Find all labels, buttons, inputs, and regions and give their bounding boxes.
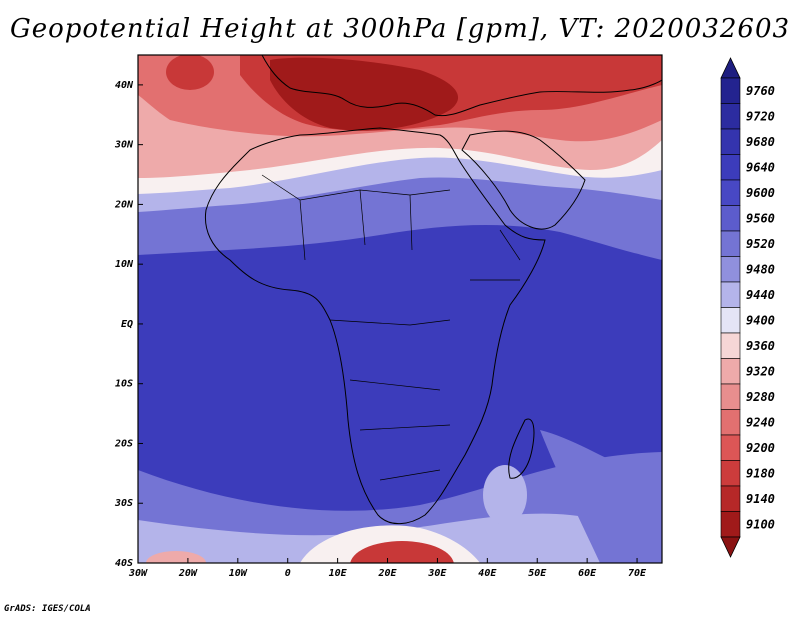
europe-outline bbox=[261, 55, 662, 117]
colorbar-label: 9600 bbox=[746, 186, 775, 200]
colorbar-label: 9640 bbox=[746, 160, 775, 174]
lon-tick-label: 30E bbox=[427, 568, 447, 579]
colorbar-bottom-arrow bbox=[720, 536, 741, 558]
lat-tick-label: 30N bbox=[114, 140, 134, 151]
inner-borders bbox=[261, 174, 521, 481]
colorbar: 9760 9720 9680 9640 9600 9560 9520 9480 9440 9400… bbox=[720, 57, 775, 558]
colorbar-label: 9320 bbox=[746, 364, 775, 378]
colorbar-swatch bbox=[720, 383, 741, 410]
colorbar-swatch bbox=[720, 307, 741, 334]
colorbar-swatch bbox=[720, 358, 741, 385]
lon-tick-label: 10E bbox=[329, 568, 348, 579]
colorbar-label: 9240 bbox=[746, 415, 775, 429]
africa-outline bbox=[204, 127, 546, 525]
colorbar-label: 9280 bbox=[746, 390, 775, 404]
lat-tick-label: 40N bbox=[115, 80, 134, 91]
lat-tick-label: 10S bbox=[115, 379, 133, 390]
colorbar-swatch bbox=[720, 332, 741, 359]
colorbar-label: 9100 bbox=[746, 517, 775, 531]
arabia-outline bbox=[461, 130, 586, 230]
grads-credit: GrADS: IGES/COLA bbox=[4, 604, 91, 614]
map-plot-area bbox=[138, 55, 662, 563]
colorbar-swatch bbox=[720, 460, 741, 487]
colorbar-swatch bbox=[720, 256, 741, 283]
lon-tick-label: 0 bbox=[285, 568, 291, 579]
colorbar-label: 9480 bbox=[746, 262, 775, 276]
colorbar-swatch bbox=[720, 179, 741, 206]
lon-tick-label: 10W bbox=[229, 568, 248, 579]
lon-tick-label: 20E bbox=[377, 568, 397, 579]
colorbar-label: 9200 bbox=[746, 441, 775, 455]
lat-tick-label: 40S bbox=[115, 558, 133, 569]
lon-tick-label: 40E bbox=[478, 568, 497, 579]
colorbar-swatch bbox=[720, 281, 741, 308]
colorbar-swatch bbox=[720, 154, 741, 181]
colorbar-swatch bbox=[720, 103, 741, 130]
lat-tick-label: 30S bbox=[114, 498, 133, 509]
colorbar-label: 9760 bbox=[746, 84, 775, 98]
lon-tick-label: 60E bbox=[578, 568, 597, 579]
field-north-red-darkest bbox=[270, 57, 459, 131]
lat-tick-label: 20N bbox=[114, 199, 134, 210]
lon-tick-label: 70E bbox=[628, 568, 647, 579]
colorbar-swatch bbox=[720, 434, 741, 461]
colorbar-swatch bbox=[720, 409, 741, 436]
field-east-light-blue bbox=[540, 430, 662, 563]
colorbar-swatch bbox=[720, 485, 741, 512]
colorbar-label: 9720 bbox=[746, 109, 775, 123]
lon-tick-label: 50E bbox=[528, 568, 547, 579]
colorbar-swatch bbox=[720, 205, 741, 232]
field-northwest-red bbox=[166, 55, 214, 90]
colorbar-label: 9360 bbox=[746, 339, 775, 353]
colorbar-label: 9140 bbox=[746, 492, 775, 506]
field-madagascar-low bbox=[483, 465, 527, 525]
lat-tick-label: 20S bbox=[114, 438, 133, 449]
colorbar-top-arrow bbox=[720, 57, 741, 79]
colorbar-label: 9440 bbox=[746, 288, 775, 302]
colorbar-swatch bbox=[720, 77, 741, 104]
colorbar-swatch bbox=[720, 511, 741, 538]
colorbar-swatch bbox=[720, 128, 741, 155]
colorbar-label: 9400 bbox=[746, 313, 775, 327]
map-title: Geopotential Height at 300hPa [gpm], VT:… bbox=[9, 14, 791, 44]
field-south-red-low bbox=[350, 541, 454, 563]
lon-axis: 30W 20W 10W 0 10E 20E 30E 40E 50E 60E 70E bbox=[128, 558, 647, 579]
colorbar-label: 9180 bbox=[746, 466, 775, 480]
coastlines bbox=[204, 55, 662, 525]
lat-tick-label: EQ bbox=[121, 319, 133, 330]
colorbar-swatch bbox=[720, 230, 741, 257]
lon-tick-label: 20W bbox=[178, 568, 198, 579]
madagascar-outline bbox=[508, 418, 535, 479]
lat-tick-label: 10N bbox=[115, 259, 134, 270]
lat-axis: 40N 30N 20N 10N EQ 10S 20S 30S 40S bbox=[114, 80, 143, 569]
colorbar-label: 9560 bbox=[746, 211, 775, 225]
colorbar-label: 9520 bbox=[746, 237, 775, 251]
lon-tick-label: 30W bbox=[128, 568, 148, 579]
colorbar-label: 9680 bbox=[746, 135, 775, 149]
plot-frame bbox=[137, 54, 663, 564]
field-southwest-red bbox=[146, 551, 206, 563]
